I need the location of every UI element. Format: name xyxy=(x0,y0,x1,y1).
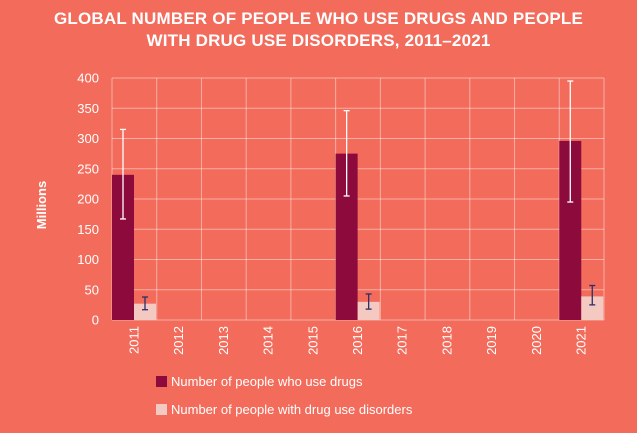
error-bars xyxy=(120,80,596,311)
x-tick-label-2015: 2015 xyxy=(305,326,320,355)
legend-swatch-drug-users xyxy=(156,376,167,387)
legend-label-drug-users: Number of people who use drugs xyxy=(171,374,363,389)
y-tick-label-150: 150 xyxy=(77,222,99,237)
chart-title-line-2: WITH DRUG USE DISORDERS, 2011–2021 xyxy=(146,31,491,50)
error-bar-drug-users-2011 xyxy=(120,128,126,220)
x-tick-label-2018: 2018 xyxy=(439,326,454,355)
error-bar-drug-use-disorders-2016 xyxy=(365,293,372,310)
bar-drug-use-disorders-2016 xyxy=(357,301,380,320)
x-axis-ticks: 2011 2012 2013 2014 2015 2016 2017 2018 2019 2020… xyxy=(126,326,588,355)
y-axis-label: Millions xyxy=(34,181,49,229)
chart-title-line-1: GLOBAL NUMBER OF PEOPLE WHO USE DRUGS AN… xyxy=(53,9,584,28)
bar-drug-use-disorders-2021 xyxy=(581,296,604,320)
y-tick-label-300: 300 xyxy=(77,131,99,146)
y-axis-ticks: 0 50 100 150 200 250 300 350 400 xyxy=(77,71,99,328)
error-bar-drug-users-2021 xyxy=(567,80,574,203)
x-tick-label-2011: 2011 xyxy=(126,326,141,354)
y-tick-label-50: 50 xyxy=(85,282,99,297)
x-tick-label-2016: 2016 xyxy=(350,326,365,355)
bar-drug-users-2011 xyxy=(112,174,134,320)
x-tick-label-2020: 2020 xyxy=(529,326,544,355)
x-tick-label-2014: 2014 xyxy=(261,326,276,355)
legend-item-drug-users: Number of people who use drugs xyxy=(156,374,363,389)
legend-item-drug-use-disorders: Number of people with drug use disorders xyxy=(156,402,412,417)
x-tick-label-2017: 2017 xyxy=(395,326,410,355)
x-tick-label-2013: 2013 xyxy=(216,326,231,355)
chart-title: GLOBAL NUMBER OF PEOPLE WHO USE DRUGS AN… xyxy=(0,8,637,52)
y-tick-label-400: 400 xyxy=(77,71,99,86)
legend-swatch-drug-use-disorders xyxy=(156,404,167,415)
bar-drug-use-disorders-2011 xyxy=(134,303,156,320)
error-bar-drug-users-2016 xyxy=(343,110,350,197)
error-bar-drug-use-disorders-2021 xyxy=(589,284,596,306)
y-tick-label-350: 350 xyxy=(77,101,99,116)
x-tick-label-2012: 2012 xyxy=(171,326,186,355)
y-tick-label-200: 200 xyxy=(77,192,99,207)
grid-lines xyxy=(111,77,605,321)
x-tick-label-2021: 2021 xyxy=(574,326,589,355)
y-tick-label-100: 100 xyxy=(77,252,99,267)
y-tick-label-0: 0 xyxy=(92,313,99,328)
bars xyxy=(112,140,604,320)
bar-drug-users-2021 xyxy=(559,140,582,320)
bar-drug-users-2016 xyxy=(335,153,358,320)
y-tick-label-250: 250 xyxy=(77,161,99,176)
x-tick-label-2019: 2019 xyxy=(484,326,499,355)
error-bar-drug-use-disorders-2011 xyxy=(142,296,148,311)
legend-label-drug-use-disorders: Number of people with drug use disorders xyxy=(171,402,413,417)
